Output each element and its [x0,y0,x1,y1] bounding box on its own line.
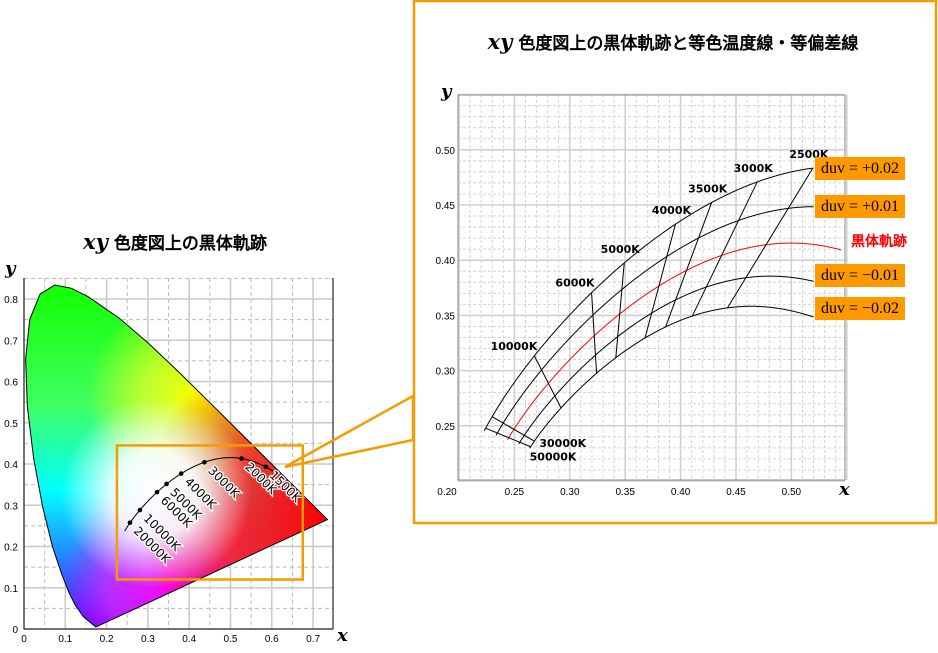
y-tick-label: 0.30 [436,367,456,378]
x-tick-label: 0.5 [224,634,238,645]
duv-label-minus-002: duv = −0.02 [815,297,906,320]
spectral-locus [25,284,329,628]
isotherm-line [533,355,562,409]
title-variable: xy [487,29,515,54]
x-tick-label: 0.1 [58,634,72,645]
duv-line [518,275,814,445]
blackbody-point [239,456,244,461]
y-tick-label: 0.50 [436,146,456,157]
blackbody-point [263,464,269,470]
x-tick-label: 0.45 [726,487,746,498]
isotherm-line [485,427,531,448]
duv-line [483,167,814,432]
blackbody-point [202,460,207,465]
isotherm-label: 3000K [734,162,774,175]
y-tick-label: 0.5 [4,419,18,430]
blackbody-locus [507,242,842,440]
title-text: 色度図上の黒体軌跡と等色温度線・等偏差線 [518,33,858,54]
blackbody-point [154,489,160,495]
x-tick-label: 0.40 [671,487,691,498]
chromaticity-gamut [25,285,328,627]
y-tick-label: 0.4 [4,460,18,471]
isotherm-label: 3500K [688,182,728,195]
blackbody-point [127,520,133,525]
isotherm-line [665,202,713,328]
x-tick-label: 0.2 [100,634,114,645]
y-tick-label: 0.6 [4,378,18,389]
y-tick-label: 0.1 [4,584,18,595]
right-chart-title: xy 色度図上の黒体軌跡と等色温度線・等偏差線 [487,29,859,54]
gamut-fill [25,285,328,627]
isotherm-line [691,181,758,317]
isotherm-label: 50000K [530,451,577,464]
y-tick-label: 0.7 [4,336,18,347]
x-tick-label: 0.25 [505,487,525,498]
x-tick-label: 0.20 [437,487,457,498]
x-tick-label: 0 [21,634,27,645]
y-tick-label: 0.3 [4,501,18,512]
duv-line [529,305,814,449]
plot-frame [23,278,334,630]
y-tick-label: 0.40 [436,256,456,267]
x-tick-label: 0.50 [782,487,802,498]
isotherm-label: 30000K [539,437,586,450]
duv-label-minus-001: duv = −0.01 [815,264,906,287]
isotherm-line [644,224,676,339]
y-tick-label: 0.2 [4,543,18,554]
y-tick-label: 0.8 [4,295,18,306]
x-tick-label: 0.4 [182,634,196,645]
y-axis-label: y [4,258,17,279]
y-tick-label: 0.45 [436,201,456,212]
title-variable: xy [82,229,110,254]
duv-label-plus-002: duv = +0.02 [815,157,906,180]
plot-frame [457,94,846,481]
duv-label-plus-001: duv = +0.01 [815,195,906,218]
isotherm-line [491,416,535,442]
isotherm-label: 10000K [491,340,538,353]
isotherm-label: 5000K [601,243,641,256]
left-chart: 0 0.1 0.2 0.3 0.4 0.5 0.6 0.7 0 0.1 0.2 0.3 0.4 0.5 0.… [4,229,348,646]
left-chart-title: xy 色度図上の黒体軌跡 [82,229,267,254]
y-tick-label: 0 [12,625,18,636]
zoom-panel-frame [412,0,938,525]
y-tick-label: 0.25 [436,422,456,433]
isotherm-label: 6000K [555,277,595,290]
y-axis-label: y [440,81,453,102]
x-tick-label: 0.35 [615,487,635,498]
y-tick-label: 0.35 [436,311,456,322]
blackbody-locus [124,457,275,532]
isotherm-label: 4000K [652,204,692,217]
blackbody-point [164,481,169,487]
x-axis-label: x [838,479,850,500]
title-text: 色度図上の黒体軌跡 [114,233,267,254]
x-tick-label: 0.3 [141,634,155,645]
blackbody-point [137,507,143,513]
x-tick-label: 0.30 [560,487,580,498]
callout-connector [284,393,415,469]
right-chart: 0.20 0.25 0.30 0.35 0.40 0.45 0.50 0.25 0.30 0.35… [436,29,859,500]
blackbody-locus-label: 黒体軌跡 [851,234,907,250]
x-axis-label: x [336,625,348,646]
zoom-region-box [115,444,305,581]
duv-line [495,206,814,436]
isotherm-line [727,167,814,309]
blackbody-point [178,471,184,476]
isotherm-line [615,262,625,358]
x-tick-label: 0.6 [265,634,279,645]
x-tick-label: 0.7 [306,634,320,645]
isotherm-line [591,292,598,374]
